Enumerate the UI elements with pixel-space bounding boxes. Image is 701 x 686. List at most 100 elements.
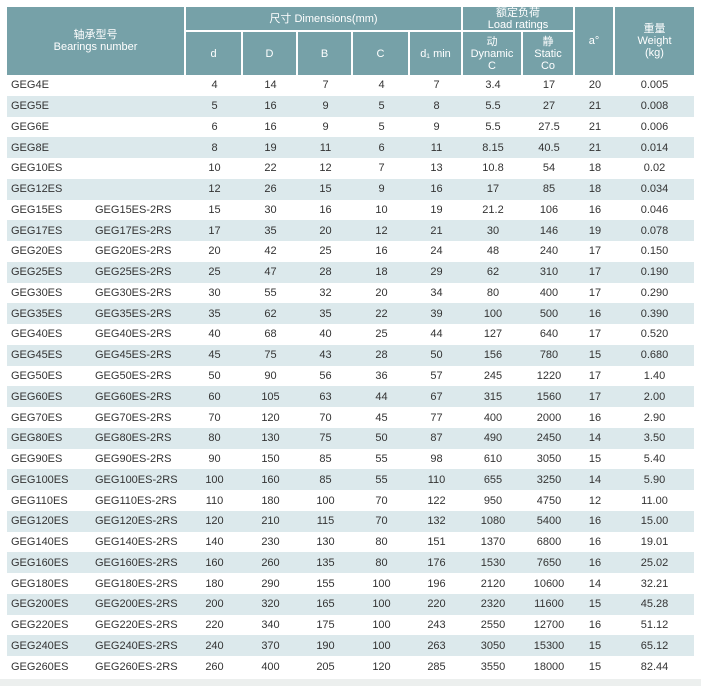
cell-weight_kg: 0.390: [640, 307, 669, 320]
cell-d1_min: 7: [433, 79, 440, 92]
cell-a_deg: 18: [588, 162, 602, 175]
cell-d1_min: 21: [430, 224, 443, 237]
header-load-ratings-group: 额定负荷 Load ratings: [463, 7, 575, 32]
cell-d1_min: 263: [427, 639, 446, 652]
cell-a_deg: 16: [588, 515, 602, 528]
cell-d: 8: [211, 141, 218, 154]
cell-D: 22: [264, 162, 277, 175]
cell-weight_kg: 0.008: [640, 100, 669, 113]
cell-a_deg: 16: [588, 203, 602, 216]
cell-a_deg: 15: [588, 453, 602, 466]
cell-d: 15: [208, 203, 221, 216]
cell-C: 80: [375, 536, 388, 549]
cell-weight_kg: 0.006: [640, 120, 669, 133]
cell-D: 160: [261, 473, 280, 486]
cell-C: 5: [378, 100, 385, 113]
table-row: GEG260ES GEG260ES-2RS 260 400 205 120 285 3550 1…: [7, 656, 694, 677]
cell-D: 370: [261, 639, 280, 652]
cell-B: 11: [319, 141, 332, 154]
table-row: GEG200ES GEG200ES-2RS 200 320 165 100 220 2320 1…: [7, 593, 694, 615]
cell-model_2rs: GEG15ES-2RS: [95, 203, 172, 216]
cell-B: 12: [319, 162, 332, 175]
cell-model_2rs: GEG25ES-2RS: [95, 266, 172, 279]
cell-model_2rs: GEG35ES-2RS: [95, 307, 172, 320]
cell-dynamic_c: 48: [486, 245, 500, 258]
cell-static_co: 12700: [533, 619, 565, 632]
cell-d: 6: [211, 120, 218, 133]
cell-weight_kg: 0.520: [640, 328, 669, 341]
cell-model_2rs: GEG180ES-2RS: [95, 577, 178, 590]
cell-model: GEG180ES: [11, 577, 69, 590]
cell-model_2rs: GEG200ES-2RS: [95, 598, 178, 611]
cell-C: 55: [375, 453, 388, 466]
cell-model: GEG140ES: [11, 536, 69, 549]
cell-model_2rs: GEG30ES-2RS: [95, 286, 172, 299]
cell-D: 75: [264, 349, 277, 362]
cell-static_co: 1220: [536, 369, 562, 382]
cell-D: 400: [261, 660, 280, 673]
cell-model_2rs: GEG20ES-2RS: [95, 245, 172, 258]
column-header-D: D: [243, 32, 298, 75]
column-header-static-co: 静 Static Co: [523, 32, 575, 75]
cell-model: GEG5E: [11, 100, 49, 113]
header-bearings-number: 轴承型号 Bearings number: [7, 7, 186, 75]
cell-static_co: 500: [539, 307, 559, 320]
cell-static_co: 7650: [536, 556, 562, 569]
cell-C: 100: [372, 598, 391, 611]
cell-d1_min: 77: [430, 411, 443, 424]
cell-weight_kg: 0.046: [640, 203, 669, 216]
cell-model: GEG260ES: [11, 660, 69, 673]
cell-a_deg: 17: [588, 369, 602, 382]
column-header-d: d: [186, 32, 243, 75]
column-header-a-deg: a°: [575, 7, 615, 75]
cell-model: GEG50ES: [11, 369, 63, 382]
cell-static_co: 106: [539, 203, 559, 216]
cell-weight_kg: 0.150: [640, 245, 669, 258]
cell-model: GEG40ES: [11, 328, 63, 341]
cell-B: 56: [319, 369, 332, 382]
cell-d: 200: [205, 598, 224, 611]
cell-B: 115: [316, 515, 335, 528]
cell-d1_min: 44: [430, 328, 443, 341]
cell-dynamic_c: 245: [483, 369, 503, 382]
cell-C: 80: [375, 556, 388, 569]
cell-weight_kg: 0.078: [640, 224, 669, 237]
cell-a_deg: 14: [588, 473, 602, 486]
cell-model: GEG200ES: [11, 598, 69, 611]
cell-a_deg: 14: [588, 432, 602, 445]
cell-model_2rs: GEG160ES-2RS: [95, 556, 178, 569]
cell-dynamic_c: 62: [486, 266, 500, 279]
column-header-C: C: [353, 32, 410, 75]
cell-d1_min: 24: [430, 245, 443, 258]
cell-d: 80: [208, 432, 221, 445]
cell-a_deg: 12: [588, 494, 602, 507]
cell-d: 12: [208, 183, 221, 196]
cell-model: GEG10ES: [11, 162, 63, 175]
cell-weight_kg: 1.40: [643, 369, 666, 382]
table-row: GEG80ES GEG80ES-2RS 80 130 75 50 87 490 2450 14 3.…: [7, 427, 694, 449]
cell-d1_min: 13: [430, 162, 443, 175]
cell-C: 36: [375, 369, 388, 382]
cell-model: GEG110ES: [11, 494, 68, 507]
cell-dynamic_c: 17: [486, 183, 500, 196]
cell-a_deg: 15: [588, 660, 602, 673]
cell-D: 42: [264, 245, 277, 258]
cell-dynamic_c: 127: [483, 328, 503, 341]
table-row: GEG8E 8 19 11 6 11 8.15 40.5 21 0.014: [7, 137, 694, 159]
cell-D: 68: [264, 328, 277, 341]
cell-weight_kg: 82.44: [640, 660, 669, 673]
cell-C: 7: [378, 162, 385, 175]
cell-C: 10: [375, 203, 388, 216]
cell-model_2rs: GEG90ES-2RS: [95, 453, 172, 466]
cell-weight_kg: 11.00: [641, 494, 668, 507]
table-header: 轴承型号 Bearings number 尺寸 Dimensions(mm) 额…: [7, 7, 694, 75]
table-row: GEG10ES 10 22 12 7 13 10.8 54 18 0.02: [7, 158, 694, 179]
table-row: GEG120ES GEG120ES-2RS 120 210 115 70 132 1080 54…: [7, 510, 694, 532]
cell-dynamic_c: 5.5: [485, 100, 501, 113]
table-row: GEG240ES GEG240ES-2RS 240 370 190 100 263 3050 1…: [7, 635, 694, 657]
cell-C: 9: [378, 183, 385, 196]
cell-a_deg: 15: [588, 349, 602, 362]
cell-model_2rs: GEG260ES-2RS: [95, 660, 178, 673]
cell-D: 290: [261, 577, 280, 590]
cell-model: GEG17ES: [11, 224, 63, 237]
